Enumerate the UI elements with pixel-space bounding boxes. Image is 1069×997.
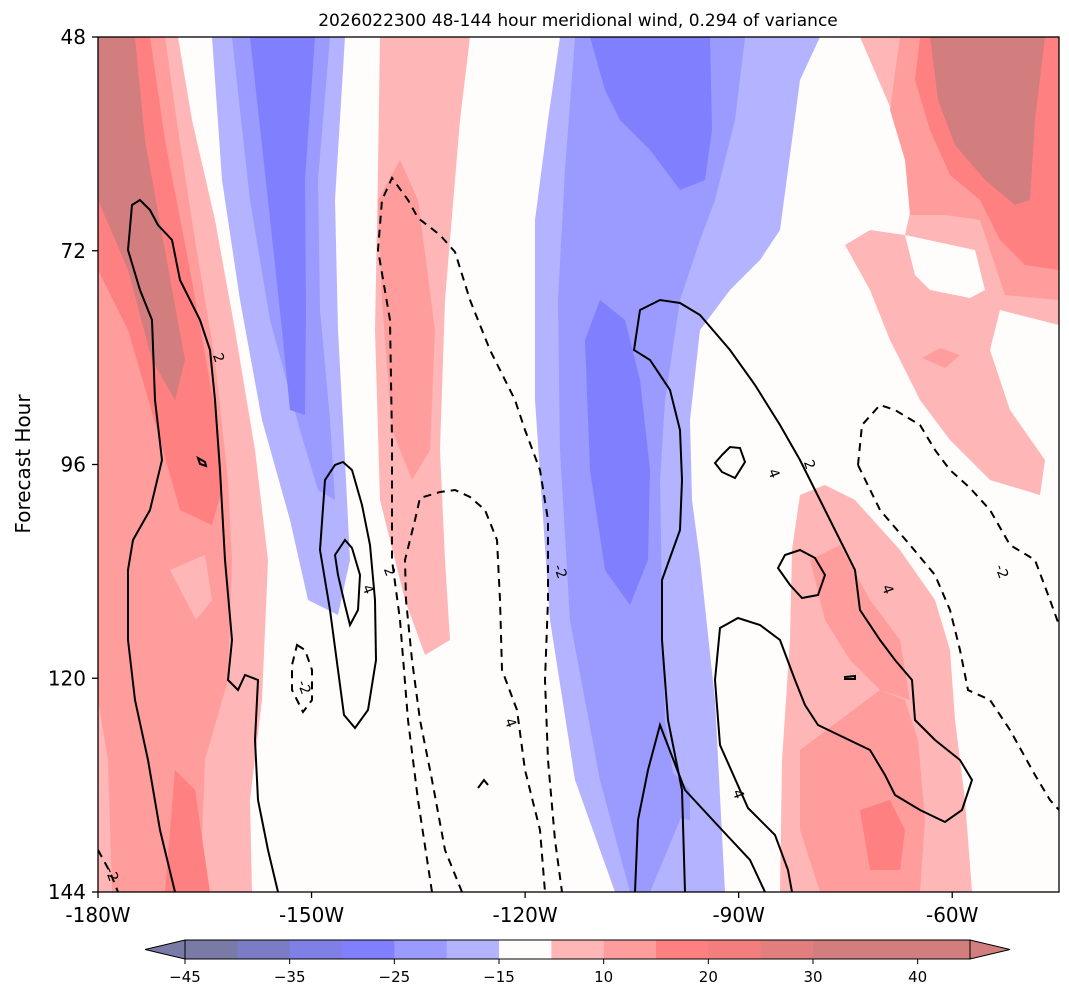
contour-inner-150 <box>333 538 362 628</box>
contour-label: -2 <box>991 562 1011 581</box>
colorbar-segment <box>446 940 500 959</box>
negative-contours <box>98 176 1059 892</box>
contour-loop-95 <box>632 298 974 892</box>
pos-band-dateline-peak <box>98 37 185 400</box>
colorbar-segment <box>813 940 866 959</box>
contour-label: -2 <box>101 865 121 884</box>
colorbar-segment <box>865 940 919 959</box>
pos-band-ne-spot <box>922 348 960 368</box>
anomaly-contours <box>98 176 1059 892</box>
pos-band-ne-hole <box>905 235 985 298</box>
neg-band-3-bottom <box>635 760 690 820</box>
colorbar-segment <box>603 940 657 959</box>
colorbar-segment <box>499 940 552 959</box>
y-tick-label: 48 <box>61 25 86 49</box>
contour-dateline-west <box>126 198 279 892</box>
chart-title: 2026022300 48-144 hour meridional wind, … <box>318 11 838 31</box>
colorbar-frame <box>184 939 971 960</box>
colorbar-segment <box>289 940 343 959</box>
neg-band-3-mid <box>558 37 745 892</box>
contour-spot-75 <box>776 548 827 600</box>
pos-band-dateline-bottom <box>165 770 210 892</box>
colorbar-tick-label: −45 <box>169 968 201 986</box>
colorbar-segment <box>917 940 971 959</box>
y-axis-label: Forecast Hour <box>11 394 35 534</box>
colorbar: −45 −35 −25 −15 10 20 30 40 <box>144 939 1011 986</box>
neg-band-1-core <box>250 37 315 415</box>
x-tick-label: -90W <box>712 903 765 927</box>
colorbar-segment <box>708 940 762 959</box>
colorbar-tick-label: 20 <box>699 968 718 986</box>
y-tick-label: 144 <box>48 880 86 904</box>
contour-spot-85 <box>713 445 747 480</box>
contour-spot-122 <box>477 778 489 789</box>
x-axis: -180W -150W -120W -90W -60W <box>65 892 979 927</box>
colorbar-segment <box>237 940 291 959</box>
contour-neg-135 <box>376 176 563 892</box>
contour-bottom-95 <box>634 721 766 892</box>
colorbar-segment <box>185 940 238 959</box>
contour-label: -2 <box>550 562 570 581</box>
contour-neg-125 <box>403 488 546 892</box>
colorbar-tick-label: 40 <box>908 968 927 986</box>
contour-spot-72 <box>844 674 856 680</box>
contour-loop-150 <box>318 460 378 730</box>
pos-band-east-peak <box>860 800 905 870</box>
colorbar-tick-label: 10 <box>594 968 613 986</box>
colorbar-segment <box>342 940 395 959</box>
colorbar-extend-max <box>969 939 1011 960</box>
y-tick-label: 72 <box>61 239 86 263</box>
x-tick-label: -120W <box>493 903 558 927</box>
x-tick-label: -60W <box>926 903 979 927</box>
y-axis: 48 72 96 120 144 <box>48 25 98 904</box>
colorbar-segment <box>394 940 448 959</box>
y-tick-label: 120 <box>48 666 86 690</box>
colorbar-segment <box>656 940 709 959</box>
neg-band-3-core <box>590 37 712 190</box>
x-tick-label: -150W <box>279 903 344 927</box>
pos-band-dateline-hole <box>170 555 212 620</box>
pos-band-ne-peak <box>930 37 1045 205</box>
colorbar-tick-label: −15 <box>483 968 515 986</box>
contour-dateline-spot <box>196 455 208 468</box>
colorbar-segment <box>760 940 814 959</box>
colorbar-extend-min <box>144 939 186 960</box>
colorbar-segment <box>551 940 605 959</box>
y-tick-label: 96 <box>61 453 86 477</box>
contour-neg-60b <box>857 464 1059 811</box>
colorbar-tick-label: −25 <box>379 968 411 986</box>
x-tick-label: -180W <box>65 903 130 927</box>
neg-band-3-core-2 <box>585 300 650 605</box>
contour-label: -2 <box>294 678 314 697</box>
colorbar-tick-label: −35 <box>274 968 306 986</box>
pos-band-east-core <box>810 545 910 700</box>
colorbar-tick-label: 30 <box>803 968 822 986</box>
